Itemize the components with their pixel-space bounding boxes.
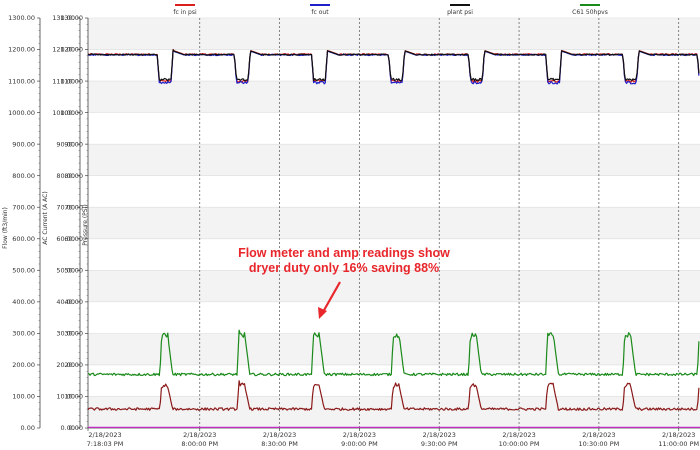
y-axis-2: 0.00 10.00 20.00 30.00 40.00 50.00 60.00 70.00 8… bbox=[42, 14, 81, 432]
y-tick-label: 60.00 bbox=[56, 235, 75, 243]
x-tick-date: 2/18/2023 bbox=[502, 431, 535, 439]
annotation-line-1: Flow meter and amp readings show bbox=[238, 246, 450, 260]
x-tick-time: 9:30:00 PM bbox=[421, 440, 458, 448]
y-tick-label: 200.00 bbox=[12, 361, 35, 369]
y-tick-label: 80.00 bbox=[64, 172, 83, 180]
series-line-5 bbox=[87, 380, 700, 411]
y-axis-1: 0.00 100.00 200.00 300.00 400.00 500.00 600.00… bbox=[2, 14, 41, 432]
x-tick-date: 2/18/2023 bbox=[343, 431, 376, 439]
grid-band bbox=[88, 207, 700, 239]
y-axis-title: Pressure (PSI) bbox=[82, 204, 89, 245]
x-tick-date: 2/18/2023 bbox=[423, 431, 456, 439]
y-tick-label: 50.00 bbox=[56, 267, 75, 275]
y-tick-label: 40.00 bbox=[56, 298, 75, 306]
x-tick-time: 8:00:00 PM bbox=[181, 440, 218, 448]
x-tick-time: 10:00:00 PM bbox=[499, 440, 540, 448]
y-tick-label: 130.00 bbox=[60, 14, 83, 22]
grid-band bbox=[88, 18, 700, 50]
y-axis-title: Flow (ft3/min) bbox=[2, 207, 9, 249]
annotation-arrow-head bbox=[318, 307, 327, 319]
y-tick-label: 900.00 bbox=[12, 140, 35, 148]
legend-label: plant psi bbox=[447, 9, 473, 16]
grid-band bbox=[88, 396, 700, 428]
y-tick-label: 1100.00 bbox=[8, 77, 35, 85]
y-tick-label: 1000.00 bbox=[8, 109, 35, 117]
grid-band bbox=[88, 81, 700, 113]
y-tick-label: 10.00 bbox=[56, 393, 75, 401]
y-tick-label: 90.00 bbox=[64, 140, 83, 148]
y-tick-label: 80.00 bbox=[56, 172, 75, 180]
y-tick-label: 40.00 bbox=[64, 298, 83, 306]
annotation-arrow-shaft bbox=[322, 281, 341, 313]
x-tick-date: 2/18/2023 bbox=[582, 431, 615, 439]
x-tick-time: 8:30:00 PM bbox=[261, 440, 298, 448]
y-tick-label: 0.00 bbox=[61, 424, 75, 432]
legend-entry: fc out bbox=[310, 4, 330, 16]
legend-entry: fc in psi bbox=[173, 4, 197, 16]
y-tick-label: 1300.00 bbox=[8, 14, 35, 22]
axes: 0.00 100.00 200.00 300.00 400.00 500.00 600.00… bbox=[2, 14, 89, 432]
y-tick-label: 90.00 bbox=[56, 140, 75, 148]
x-tick-date: 2/18/2023 bbox=[662, 431, 695, 439]
y-axis-title: AC Current (A AC) bbox=[42, 191, 49, 244]
y-tick-label: 100.00 bbox=[60, 109, 83, 117]
y-tick-label: 50.00 bbox=[64, 267, 83, 275]
y-tick-label: 110.00 bbox=[52, 77, 75, 85]
x-tick-time: 7:18:03 PM bbox=[87, 440, 124, 448]
y-tick-label: 600.00 bbox=[12, 235, 35, 243]
y-tick-label: 400.00 bbox=[12, 298, 35, 306]
grid-band bbox=[88, 270, 700, 302]
y-tick-label: 70.00 bbox=[56, 203, 75, 211]
y-tick-label: 120.00 bbox=[52, 46, 75, 54]
x-tick-date: 2/18/2023 bbox=[263, 431, 296, 439]
series-line-3 bbox=[87, 49, 700, 82]
y-tick-label: 700.00 bbox=[12, 203, 35, 211]
legend-label: C61 50hpvs bbox=[572, 9, 608, 16]
legend-label: fc in psi bbox=[173, 9, 197, 16]
y-tick-label: 10.00 bbox=[64, 393, 83, 401]
y-tick-label: 30.00 bbox=[56, 330, 75, 338]
y-tick-label: 130.00 bbox=[52, 14, 75, 22]
y-tick-label: 70.00 bbox=[64, 203, 83, 211]
y-tick-label: 20.00 bbox=[64, 361, 83, 369]
legend-label: fc out bbox=[311, 9, 329, 16]
y-tick-label: 110.00 bbox=[60, 77, 83, 85]
legend-entry: plant psi bbox=[447, 4, 473, 16]
annotation-line-2: dryer duty only 16% saving 88% bbox=[249, 261, 439, 275]
y-tick-label: 800.00 bbox=[12, 172, 35, 180]
x-tick-time: 9:00:00 PM bbox=[341, 440, 378, 448]
grid-band bbox=[88, 144, 700, 176]
x-tick-time: 10:30:00 PM bbox=[578, 440, 619, 448]
y-tick-label: 100.00 bbox=[12, 393, 35, 401]
x-tick-time: 11:00:00 PM bbox=[658, 440, 699, 448]
y-tick-label: 120.00 bbox=[60, 46, 83, 54]
series-lines bbox=[87, 48, 700, 428]
y-tick-label: 500.00 bbox=[12, 267, 35, 275]
y-tick-label: 100.00 bbox=[52, 109, 75, 117]
y-tick-label: 300.00 bbox=[12, 330, 35, 338]
y-axis-3: 0.00 10.00 20.00 30.00 40.00 50.00 60.00 70.00 8… bbox=[60, 14, 89, 432]
y-tick-label: 0.00 bbox=[69, 424, 83, 432]
legend: fc in psi fc out plant psi C61 50hpvs bbox=[173, 4, 608, 16]
x-tick-date: 2/18/2023 bbox=[88, 431, 121, 439]
y-tick-label: 20.00 bbox=[56, 361, 75, 369]
y-tick-label: 0.00 bbox=[21, 424, 35, 432]
x-tick-date: 2/18/2023 bbox=[183, 431, 216, 439]
legend-entry: C61 50hpvs bbox=[572, 4, 608, 16]
y-tick-label: 30.00 bbox=[64, 330, 83, 338]
series-line-4 bbox=[87, 329, 700, 377]
y-tick-label: 1200.00 bbox=[8, 46, 35, 54]
grid-bands bbox=[88, 18, 700, 428]
y-tick-label: 60.00 bbox=[64, 235, 83, 243]
